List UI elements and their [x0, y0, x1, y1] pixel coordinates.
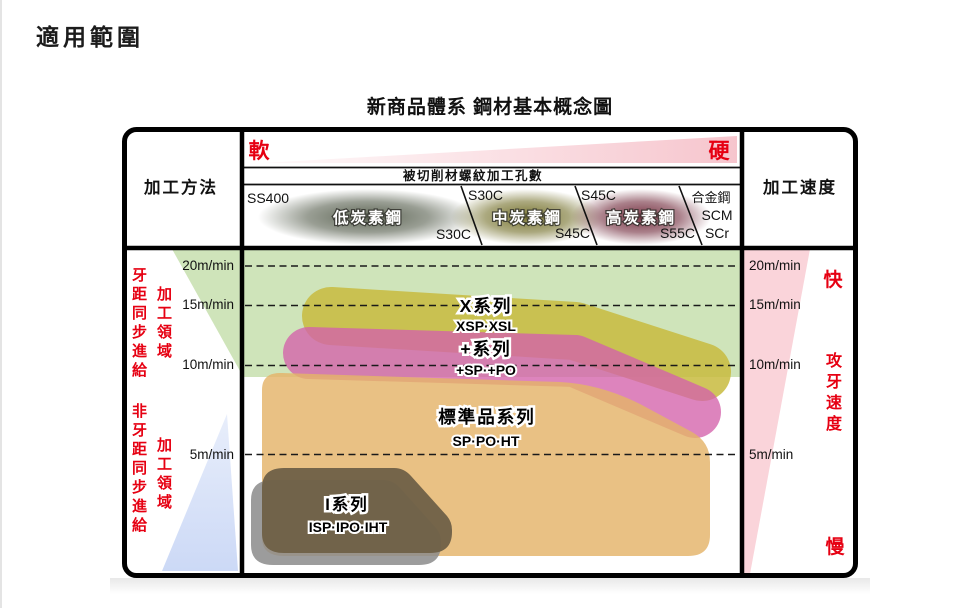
- low-carbon-blob: [258, 189, 478, 245]
- sync-area-label: 加工領域: [155, 286, 172, 362]
- x-series-models: XSP·XSL: [456, 318, 516, 334]
- material-high-carbon: 高炭素鋼: [606, 208, 676, 227]
- material-s45c-bottom: S45C: [555, 225, 590, 241]
- material-s55c: S55C: [660, 225, 695, 241]
- page-title: 適用範圍: [36, 24, 144, 50]
- standard-series-models: SP·PO·HT: [453, 433, 520, 449]
- i-series-area: [262, 468, 452, 553]
- right-tick-5: 5m/min: [749, 447, 793, 462]
- holes-label: 被切削材螺紋加工孔數: [403, 168, 543, 183]
- plus-series-models: +SP·+PO: [456, 362, 516, 378]
- sync-feed-label: 牙距同步進給: [130, 267, 147, 381]
- sync-zone-wedge: [172, 249, 240, 371]
- material-s30c-bottom: S30C: [436, 226, 471, 242]
- speed-wedge: [743, 249, 810, 574]
- hard-label: 硬: [709, 140, 731, 163]
- material-scr: SCr: [705, 225, 729, 241]
- material-low-carbon: 低炭素鋼: [332, 208, 403, 227]
- material-mid-carbon: 中炭素鋼: [492, 208, 562, 227]
- diagram-title: 新商品體系 鋼材基本概念圖: [366, 97, 614, 118]
- x-series-band: [302, 287, 731, 401]
- soft-hard-wedge: [262, 136, 737, 163]
- material-ss400: SS400: [247, 190, 289, 206]
- standard-series-name: 標準品系列: [438, 407, 536, 427]
- i-series-name: I系列: [325, 494, 369, 514]
- right-tick-15: 15m/min: [749, 297, 801, 312]
- material-alloy: 合金鋼: [691, 190, 730, 205]
- material-scm: SCM: [701, 207, 732, 223]
- right-tick-10: 10m/min: [749, 357, 801, 372]
- left-tick-20: 20m/min: [182, 258, 234, 273]
- high-carbon-blob: [571, 189, 711, 245]
- material-divider-3: [678, 185, 703, 246]
- plus-series-band: [283, 327, 721, 438]
- tapping-speed-label: 攻牙速度: [823, 352, 840, 436]
- material-divider-2: [574, 185, 598, 246]
- nonsync-area-label: 加工領域: [155, 437, 172, 513]
- left-tick-15: 15m/min: [182, 297, 234, 312]
- slow-label: 慢: [825, 535, 845, 558]
- nonsync-feed-label: 非牙距同步進給: [130, 403, 147, 536]
- left-tick-10: 10m/min: [182, 357, 234, 372]
- fast-label: 快: [823, 268, 843, 291]
- right-tick-20: 20m/min: [749, 258, 801, 273]
- box-drop-shadow: [110, 578, 870, 594]
- mid-carbon-blob: [451, 189, 603, 245]
- left-tick-5: 5m/min: [190, 447, 234, 462]
- method-label: 加工方法: [143, 177, 218, 197]
- material-divider-1: [460, 185, 483, 246]
- speed-label: 加工速度: [762, 177, 837, 197]
- plus-series-name: +系列: [460, 339, 511, 359]
- material-s45c-top: S45C: [581, 187, 616, 203]
- soft-label: 軟: [249, 139, 271, 163]
- material-s30c-top: S30C: [468, 187, 503, 203]
- page-edge-line: [0, 0, 2, 608]
- nonsync-zone-wedge: [162, 414, 238, 571]
- x-series-name: X系列: [460, 296, 513, 316]
- outer-frame: [122, 127, 858, 578]
- i-series-models: ISP·IPO·IHT: [309, 519, 388, 535]
